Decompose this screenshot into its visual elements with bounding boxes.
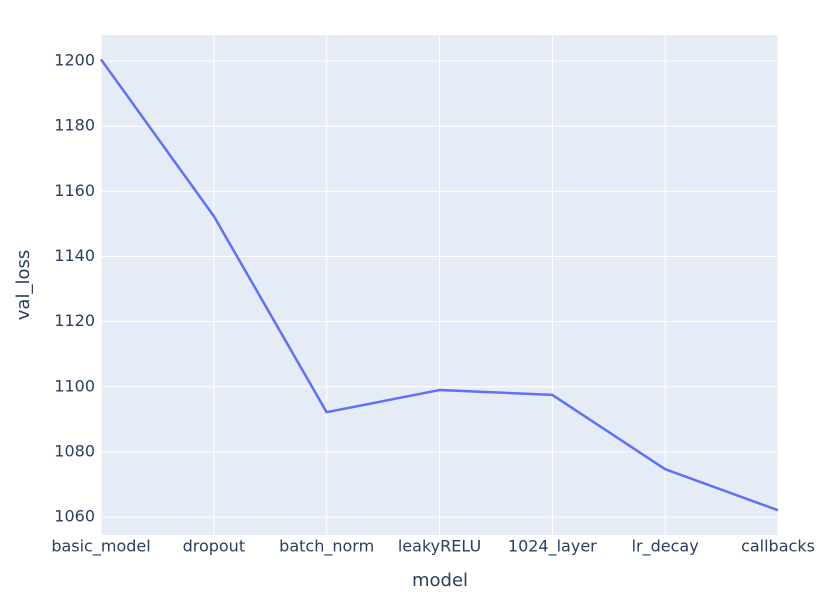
y-tick-label: 1200 bbox=[54, 51, 95, 70]
x-tick-label: leakyRELU bbox=[398, 537, 481, 556]
x-tick-label: batch_norm bbox=[279, 537, 374, 557]
y-axis-title: val_loss bbox=[13, 250, 34, 320]
y-tick-label: 1060 bbox=[54, 507, 95, 526]
y-tick-label: 1080 bbox=[54, 441, 95, 460]
y-tick-label: 1100 bbox=[54, 376, 95, 395]
line bbox=[99, 58, 779, 512]
y-tick-label: 1140 bbox=[54, 246, 95, 265]
y-tick-label: 1180 bbox=[54, 116, 95, 135]
x-tick-label: basic_model bbox=[51, 537, 150, 557]
grid bbox=[100, 35, 779, 535]
x-axis-title: model bbox=[412, 570, 468, 591]
y-tick-label: 1160 bbox=[54, 181, 95, 200]
x-tick-label: callbacks bbox=[741, 537, 815, 556]
y-tick-label: 1120 bbox=[54, 311, 95, 330]
x-tick-label: 1024_layer bbox=[508, 537, 597, 557]
x-tick-label: dropout bbox=[183, 537, 246, 556]
x-tick-label: lr_decay bbox=[632, 537, 699, 557]
